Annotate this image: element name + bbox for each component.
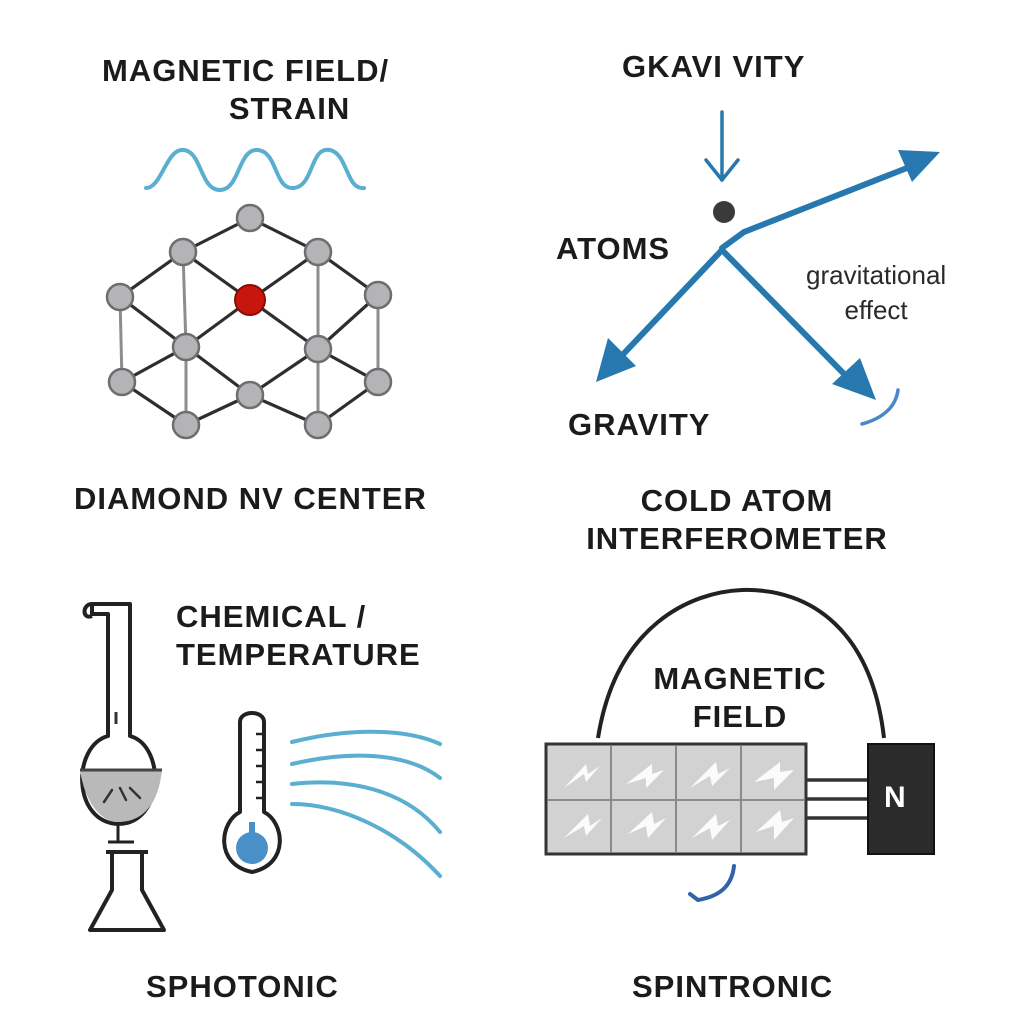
carbon-atom <box>303 334 333 364</box>
field-line1: MAGNETIC <box>653 661 827 696</box>
photonic-panel: CHEMICAL / TEMPERATURE <box>0 512 512 1024</box>
gravity-bottom-label: GRAVITY <box>568 407 711 442</box>
right-beam <box>719 247 855 385</box>
spintronic-illustration <box>544 587 935 903</box>
magnetic-wave <box>144 147 366 193</box>
effect-line1: gravitational <box>806 260 947 290</box>
carbon-atom <box>168 237 198 267</box>
carbon-atom <box>303 237 333 267</box>
left-beam <box>609 247 725 369</box>
magnetic-material-block <box>544 742 808 856</box>
upper-beam <box>719 163 915 251</box>
nv-stimulus-line2: STRAIN <box>228 90 351 126</box>
dropper-line <box>108 824 134 844</box>
caption-line2: INTERFEROMETER <box>586 520 888 556</box>
nv-stimulus-label: MAGNETIC FIELD/ STRAIN <box>102 52 389 128</box>
gravity-down-arrow <box>704 110 740 182</box>
chem-stimulus-label: CHEMICAL / TEMPERATURE <box>176 598 421 674</box>
carbon-atom <box>303 410 333 440</box>
rotation-arc <box>688 864 736 903</box>
right-beam-arrowhead <box>832 358 876 400</box>
spin-field-label: MAGNETIC FIELD <box>644 660 836 736</box>
light-waves <box>290 729 442 878</box>
cold-atom-caption: COLD ATOM INTERFEROMETER <box>584 482 890 558</box>
lattice-atoms <box>105 203 393 440</box>
carbon-atom <box>171 410 201 440</box>
photonic-caption: SPHOTONIC <box>146 969 339 1004</box>
thermometer-icon <box>222 711 282 874</box>
magnet-north-label: N <box>884 781 906 814</box>
interferometer-beams <box>609 163 915 385</box>
cold-atom-panel: GKAVI VITY ATOMS gravitational effect GR… <box>512 0 1024 556</box>
nv-caption: DIAMOND NV CENTER <box>74 481 427 516</box>
carbon-atom <box>107 367 137 397</box>
atoms-label: ATOMS <box>556 231 671 266</box>
volumetric-flask-icon <box>80 602 162 826</box>
atom-cloud-icon <box>713 201 735 223</box>
carbon-atom <box>363 367 393 397</box>
carbon-atom <box>171 332 201 362</box>
carbon-atom <box>235 380 265 410</box>
nv-defect-atom <box>234 284 266 316</box>
spintronic-panel: MAGNETIC FIELD N SPINTRONIC <box>512 512 1024 1024</box>
carbon-atom <box>105 282 135 312</box>
chemical-temperature-illustration <box>80 602 442 932</box>
left-beam-arrowhead <box>596 338 636 382</box>
caption-line1: COLD ATOM <box>640 483 834 518</box>
carbon-atom <box>363 280 393 310</box>
carbon-atom <box>235 203 265 233</box>
chem-stimulus-line2: TEMPERATURE <box>176 636 421 672</box>
field-line-arc <box>596 587 886 739</box>
nv-stimulus-line1: MAGNETIC FIELD/ <box>102 53 390 88</box>
nv-lattice-illustration <box>105 147 393 440</box>
gravitational-effect-label: gravitational effect <box>806 258 946 328</box>
chem-stimulus-line1: CHEMICAL / <box>176 599 367 634</box>
field-line2: FIELD <box>692 698 788 734</box>
gravity-top-label: GKAVI VITY <box>622 49 806 84</box>
upper-beam-arrowhead <box>898 150 940 182</box>
magnet-block <box>867 743 935 855</box>
effect-line2: effect <box>844 295 908 326</box>
erlenmeyer-flask-icon <box>88 850 166 932</box>
interferometer-illustration <box>596 110 940 426</box>
connector-wires <box>806 778 870 820</box>
spintronic-caption: SPINTRONIC <box>632 969 834 1004</box>
phase-shift-arc <box>860 388 900 426</box>
domain-spin-arrows <box>564 762 794 840</box>
nv-center-panel: MAGNETIC FIELD/ STRAIN <box>0 0 512 516</box>
